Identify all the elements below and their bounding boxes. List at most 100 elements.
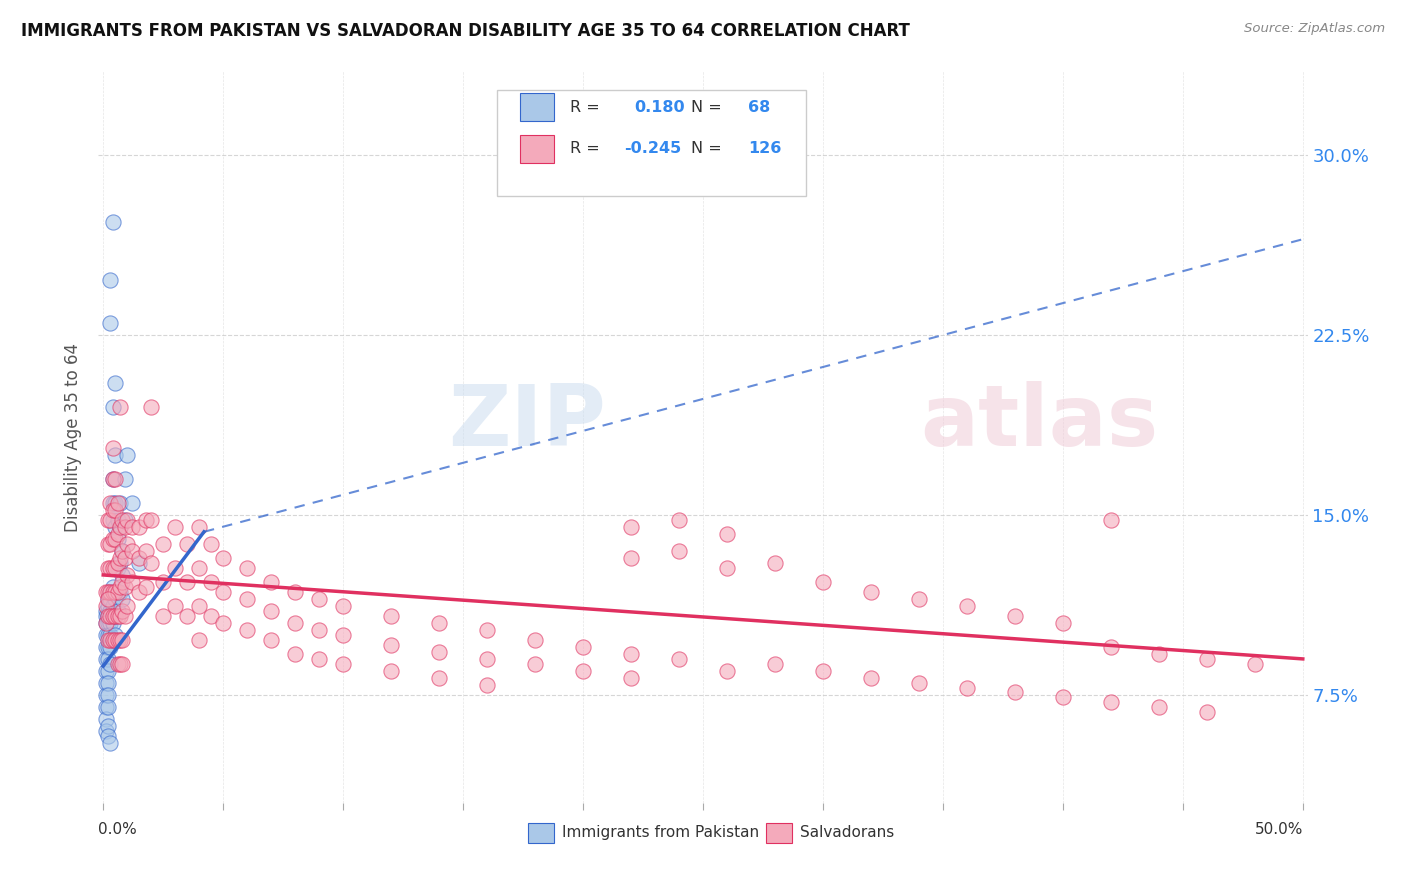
- Point: [114, 472, 136, 486]
- Point: [115, 537, 138, 551]
- FancyBboxPatch shape: [498, 90, 806, 195]
- Point: [101, 441, 124, 455]
- Point: [108, 520, 131, 534]
- Point: [94, 676, 117, 690]
- Point: [165, 599, 187, 614]
- Point: [107, 532, 129, 546]
- Point: [94, 688, 117, 702]
- Point: [115, 599, 138, 614]
- Point: [811, 664, 834, 678]
- Point: [111, 544, 134, 558]
- Point: [108, 400, 131, 414]
- Point: [100, 537, 122, 551]
- Point: [97, 591, 120, 606]
- Text: R =: R =: [569, 100, 600, 115]
- Point: [104, 376, 127, 391]
- Point: [104, 496, 127, 510]
- Point: [100, 632, 122, 647]
- Point: [956, 681, 979, 695]
- Point: [101, 615, 124, 630]
- Point: [104, 632, 127, 647]
- Point: [108, 657, 131, 671]
- Point: [716, 527, 738, 541]
- Point: [620, 520, 643, 534]
- Text: Source: ZipAtlas.com: Source: ZipAtlas.com: [1244, 22, 1385, 36]
- Point: [97, 608, 120, 623]
- Text: 50.0%: 50.0%: [1254, 822, 1303, 837]
- Point: [100, 604, 122, 618]
- Point: [176, 575, 198, 590]
- Point: [188, 599, 211, 614]
- Point: [101, 215, 124, 229]
- Point: [94, 608, 117, 623]
- Point: [94, 640, 117, 654]
- Point: [1052, 690, 1074, 705]
- Text: IMMIGRANTS FROM PAKISTAN VS SALVADORAN DISABILITY AGE 35 TO 64 CORRELATION CHART: IMMIGRANTS FROM PAKISTAN VS SALVADORAN D…: [21, 22, 910, 40]
- Point: [107, 496, 129, 510]
- Point: [94, 664, 117, 678]
- Point: [380, 638, 402, 652]
- Point: [572, 640, 595, 654]
- Point: [121, 544, 143, 558]
- Point: [427, 615, 450, 630]
- FancyBboxPatch shape: [527, 822, 554, 843]
- Point: [716, 664, 738, 678]
- Point: [100, 628, 122, 642]
- Point: [308, 652, 330, 666]
- Point: [108, 584, 131, 599]
- Point: [97, 591, 120, 606]
- Point: [107, 584, 129, 599]
- Point: [111, 568, 134, 582]
- Point: [100, 316, 122, 330]
- Point: [620, 671, 643, 685]
- Point: [475, 678, 498, 692]
- Point: [141, 400, 163, 414]
- Point: [121, 575, 143, 590]
- Point: [1147, 699, 1170, 714]
- Point: [101, 472, 124, 486]
- Point: [104, 448, 127, 462]
- Point: [1243, 657, 1265, 671]
- Text: 0.180: 0.180: [634, 100, 685, 115]
- Point: [97, 513, 120, 527]
- Point: [101, 632, 124, 647]
- Point: [141, 513, 163, 527]
- Point: [101, 503, 124, 517]
- Point: [188, 520, 211, 534]
- Text: 126: 126: [748, 142, 782, 156]
- Point: [236, 623, 259, 637]
- Point: [104, 608, 127, 623]
- Point: [97, 640, 120, 654]
- Point: [107, 608, 129, 623]
- Point: [100, 640, 122, 654]
- Point: [308, 623, 330, 637]
- Point: [107, 632, 129, 647]
- Point: [236, 591, 259, 606]
- Point: [332, 599, 354, 614]
- Point: [572, 664, 595, 678]
- Point: [108, 556, 131, 570]
- Point: [165, 561, 187, 575]
- Point: [97, 676, 120, 690]
- Point: [97, 628, 120, 642]
- Point: [111, 513, 134, 527]
- Point: [94, 699, 117, 714]
- Point: [100, 608, 122, 623]
- Point: [128, 584, 150, 599]
- Point: [104, 520, 127, 534]
- Point: [128, 520, 150, 534]
- Point: [152, 575, 174, 590]
- Point: [97, 608, 120, 623]
- FancyBboxPatch shape: [520, 135, 554, 163]
- Point: [188, 561, 211, 575]
- Text: ZIP: ZIP: [449, 381, 606, 464]
- Point: [668, 652, 690, 666]
- Point: [101, 584, 124, 599]
- Point: [101, 580, 124, 594]
- Text: Immigrants from Pakistan: Immigrants from Pakistan: [561, 825, 759, 840]
- Point: [97, 652, 120, 666]
- Point: [94, 615, 117, 630]
- Point: [380, 664, 402, 678]
- Text: Salvadorans: Salvadorans: [800, 825, 894, 840]
- Point: [97, 688, 120, 702]
